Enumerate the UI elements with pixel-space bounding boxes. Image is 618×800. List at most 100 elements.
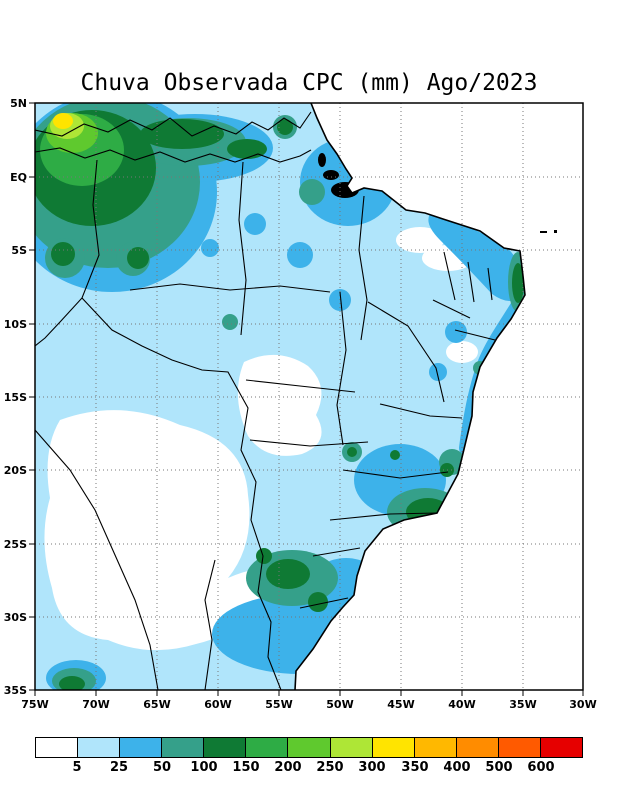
lat-label: 35S (4, 684, 27, 697)
rain-blob (445, 321, 467, 343)
lon-label: 35W (509, 698, 536, 711)
rain-blob (390, 450, 400, 460)
figure-title: Chuva Observada CPC (mm) Ago/2023 (80, 70, 538, 96)
rain-shading (35, 103, 525, 690)
border-line (443, 251, 456, 301)
colorbar-label: 350 (401, 760, 429, 775)
colorbar-label: 300 (358, 760, 386, 775)
graticule (35, 103, 583, 690)
rain-blob (266, 559, 310, 589)
rain-blob (277, 119, 293, 135)
rain-blob (308, 592, 328, 612)
precip-map: 5N EQ 5S 10S 15S 20S 25S 30S 35S 75W 70W… (4, 97, 597, 711)
lon-label: 50W (326, 698, 353, 711)
dry-area (396, 227, 444, 253)
rain-blob (402, 532, 418, 548)
lon-label: 65W (143, 698, 170, 711)
colorbar-segment (119, 737, 163, 758)
border-line (329, 512, 438, 521)
border-line (238, 161, 247, 336)
lat-label: 10S (4, 318, 27, 331)
lat-label: 15S (4, 391, 27, 404)
lon-label: 30W (569, 698, 596, 711)
colorbar-label: 50 (152, 760, 172, 775)
lon-label: 70W (82, 698, 109, 711)
colorbar-labels: 5 25 50 100 150 200 250 300 350 400 500 … (0, 760, 618, 780)
border-line (336, 291, 347, 446)
border-line (35, 429, 159, 690)
lat-label: EQ (10, 171, 27, 184)
border-line (249, 439, 369, 447)
colorbar-label: 250 (316, 760, 344, 775)
border-line (35, 111, 312, 137)
border-line (454, 329, 496, 341)
colorbar (35, 737, 584, 758)
colorbar-segment (203, 737, 247, 758)
colorbar-segment (77, 737, 121, 758)
lon-label: 55W (265, 698, 292, 711)
colorbar-segment (371, 737, 415, 758)
colorbar-label: 100 (190, 760, 218, 775)
rain-blob (140, 119, 224, 149)
border-line (487, 267, 493, 301)
lat-label: 5S (11, 244, 27, 257)
rain-blob (127, 247, 149, 269)
colorbar-segment (497, 737, 541, 758)
rain-blob (222, 314, 238, 330)
colorbar-segment (245, 737, 289, 758)
colorbar-segment (413, 737, 457, 758)
lon-label: 45W (387, 698, 414, 711)
colorbar-label: 5 (72, 760, 82, 775)
lon-axis: 75W 70W 65W 60W 55W 50W 45W 40W 35W 30W (21, 690, 597, 711)
rain-blob (51, 242, 75, 266)
rain-blob (287, 242, 313, 268)
border-line (467, 261, 475, 303)
border-line (245, 379, 356, 393)
border-line (379, 403, 463, 419)
colorbar-segment (161, 737, 205, 758)
border-line (81, 297, 282, 690)
colorbar-label: 400 (443, 760, 471, 775)
lon-label: 75W (21, 698, 48, 711)
dry-area (237, 354, 322, 456)
colorbar-label: 500 (485, 760, 513, 775)
amazon-delta-landmass (323, 170, 339, 180)
border-line (367, 301, 445, 403)
border-line (129, 283, 331, 293)
border-line (342, 469, 449, 479)
rain-blob (244, 213, 266, 235)
border-line (35, 147, 312, 163)
colorbar-label: 25 (109, 760, 129, 775)
lon-label: 40W (448, 698, 475, 711)
colorbar-label: 150 (232, 760, 260, 775)
rain-maximum-core (53, 113, 73, 129)
border-line (432, 299, 471, 319)
rain-blob (429, 363, 447, 381)
border-line (204, 559, 216, 690)
colorbar-segment (539, 737, 584, 758)
rain-blob (512, 263, 524, 303)
border-line (358, 195, 368, 341)
colorbar-segment (455, 737, 499, 758)
rain-blob (227, 139, 267, 159)
island-mark (554, 230, 557, 233)
lat-label: 5N (10, 97, 27, 110)
coastline (294, 102, 526, 691)
amazon-delta-landmass (318, 153, 326, 167)
colorbar-label: 200 (274, 760, 302, 775)
rain-blob (299, 179, 325, 205)
lat-label: 30S (4, 611, 27, 624)
lat-label: 25S (4, 538, 27, 551)
amazon-delta-landmass (354, 179, 362, 187)
border-line (312, 547, 361, 557)
rain-blob (59, 676, 85, 690)
border-line (299, 597, 349, 609)
lat-label: 20S (4, 464, 27, 477)
political-borders (35, 111, 496, 690)
rain-blob (428, 214, 523, 301)
colorbar-segment (329, 737, 373, 758)
island-mark (540, 231, 547, 233)
lon-label: 60W (204, 698, 231, 711)
rain-blob (201, 239, 219, 257)
amazon-delta-landmass (331, 182, 359, 198)
